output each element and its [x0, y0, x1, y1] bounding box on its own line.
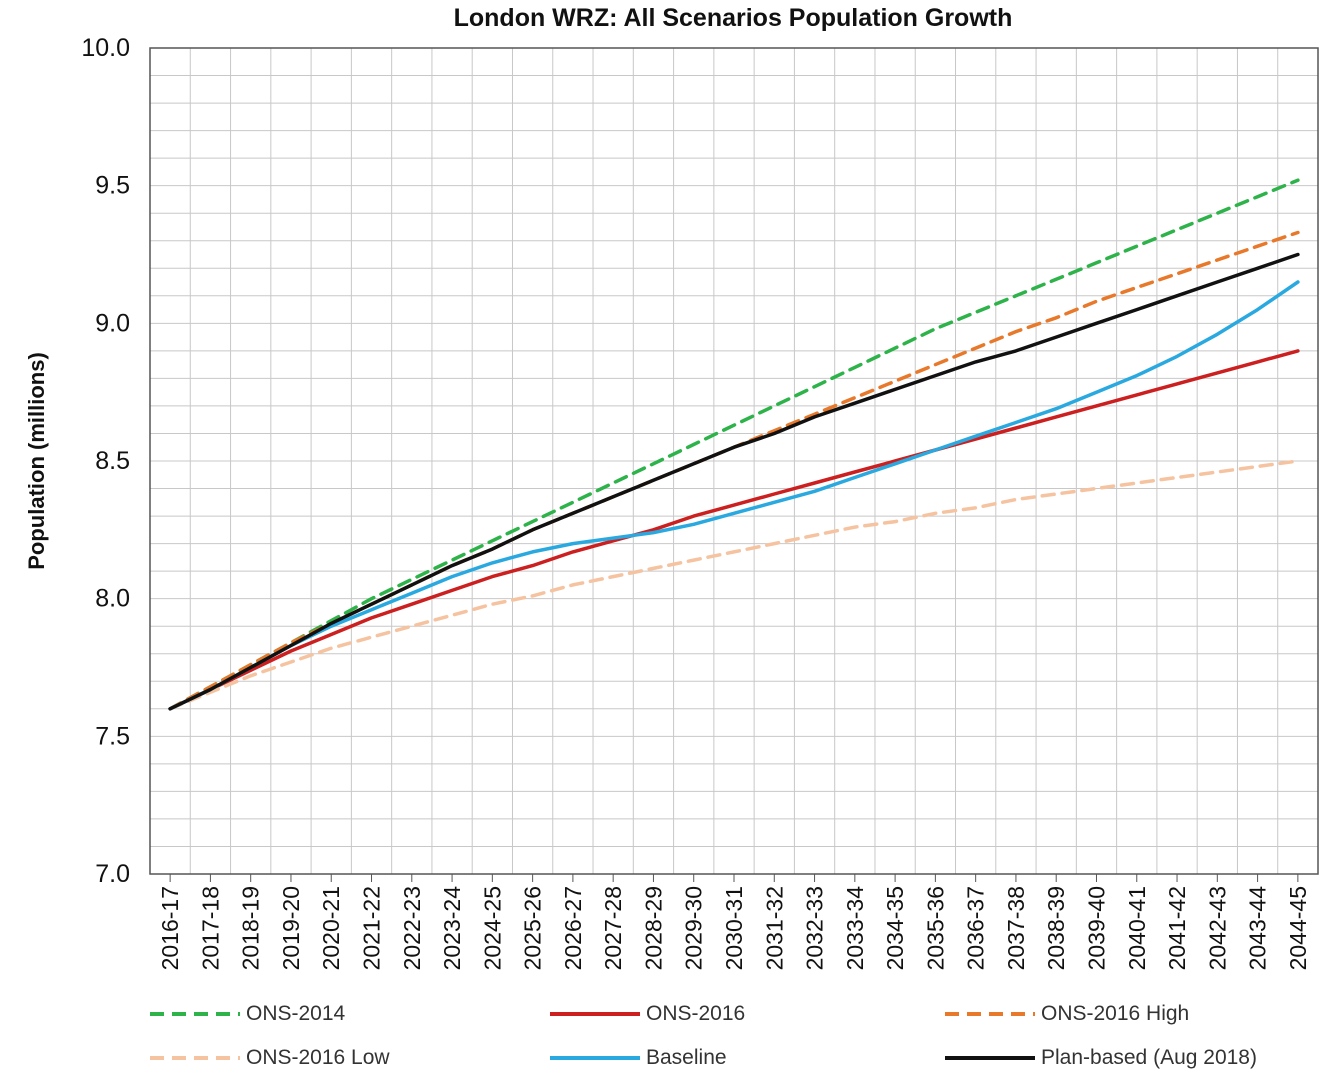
y-tick-label: 9.5 — [95, 172, 130, 200]
x-tick-label: 2040-41 — [1124, 886, 1150, 970]
x-tick-label: 2034-35 — [882, 886, 908, 970]
y-tick-label: 9.0 — [95, 309, 130, 337]
chart-title: London WRZ: All Scenarios Population Gro… — [453, 4, 1013, 32]
series-line-1 — [168, 178, 1300, 711]
y-axis-label: Population (millions) — [24, 352, 49, 570]
x-tick-label: 2018-19 — [238, 886, 264, 970]
x-tick-label: 2035-36 — [922, 886, 948, 970]
y-tick-label: 7.5 — [95, 722, 130, 750]
series-line-5 — [168, 280, 1300, 711]
x-tick-label: 2027-28 — [600, 886, 626, 970]
x-tick-label: 2031-32 — [761, 886, 787, 970]
axes: 7.0 7.5 8.0 8.5 9.0 9.5 10.0 Population (millio… — [24, 34, 1319, 971]
x-tick-label: 2038-39 — [1043, 886, 1069, 970]
series-line-2 — [168, 349, 1300, 711]
x-tick-label: 2026-27 — [560, 886, 586, 970]
x-tick-label: 2044-45 — [1285, 886, 1311, 970]
x-tick-label: 2037-38 — [1003, 886, 1029, 970]
x-tick-label: 2023-24 — [439, 886, 465, 971]
x-tick-label: 2021-22 — [359, 886, 385, 970]
x-tick-label: 2025-26 — [520, 886, 546, 970]
x-tick-label: 2030-31 — [721, 886, 747, 970]
x-tick-label: 2016-17 — [157, 886, 183, 970]
x-tick-label: 2029-30 — [681, 886, 707, 970]
x-tick-label: 2043-44 — [1245, 886, 1271, 971]
x-tick-label: 2039-40 — [1083, 886, 1109, 970]
x-tick-label: 2024-25 — [479, 886, 505, 970]
series-lines — [168, 178, 1300, 711]
x-tick-label: 2041-42 — [1164, 886, 1190, 970]
x-tick-label: 2020-21 — [318, 886, 344, 970]
x-tick-label: 2042-43 — [1204, 886, 1230, 970]
x-tick-label: 2019-20 — [278, 886, 304, 970]
series-line-3 — [168, 230, 1300, 711]
grid — [149, 47, 1319, 875]
y-tick-label: 10.0 — [81, 34, 130, 62]
series-line-4 — [168, 459, 1300, 711]
x-tick-label: 2022-23 — [399, 886, 425, 970]
y-tick-label: 8.0 — [95, 585, 130, 613]
series-line-6 — [168, 252, 1300, 711]
y-tick-label: 8.5 — [95, 447, 130, 475]
x-tick-label: 2032-33 — [802, 886, 828, 970]
x-tick-label: 2033-34 — [842, 886, 868, 971]
x-tick-label: 2017-18 — [197, 886, 223, 970]
y-tick-label: 7.0 — [95, 860, 130, 888]
x-tick-label: 2028-29 — [640, 886, 666, 970]
x-tick-label: 2036-37 — [963, 886, 989, 970]
